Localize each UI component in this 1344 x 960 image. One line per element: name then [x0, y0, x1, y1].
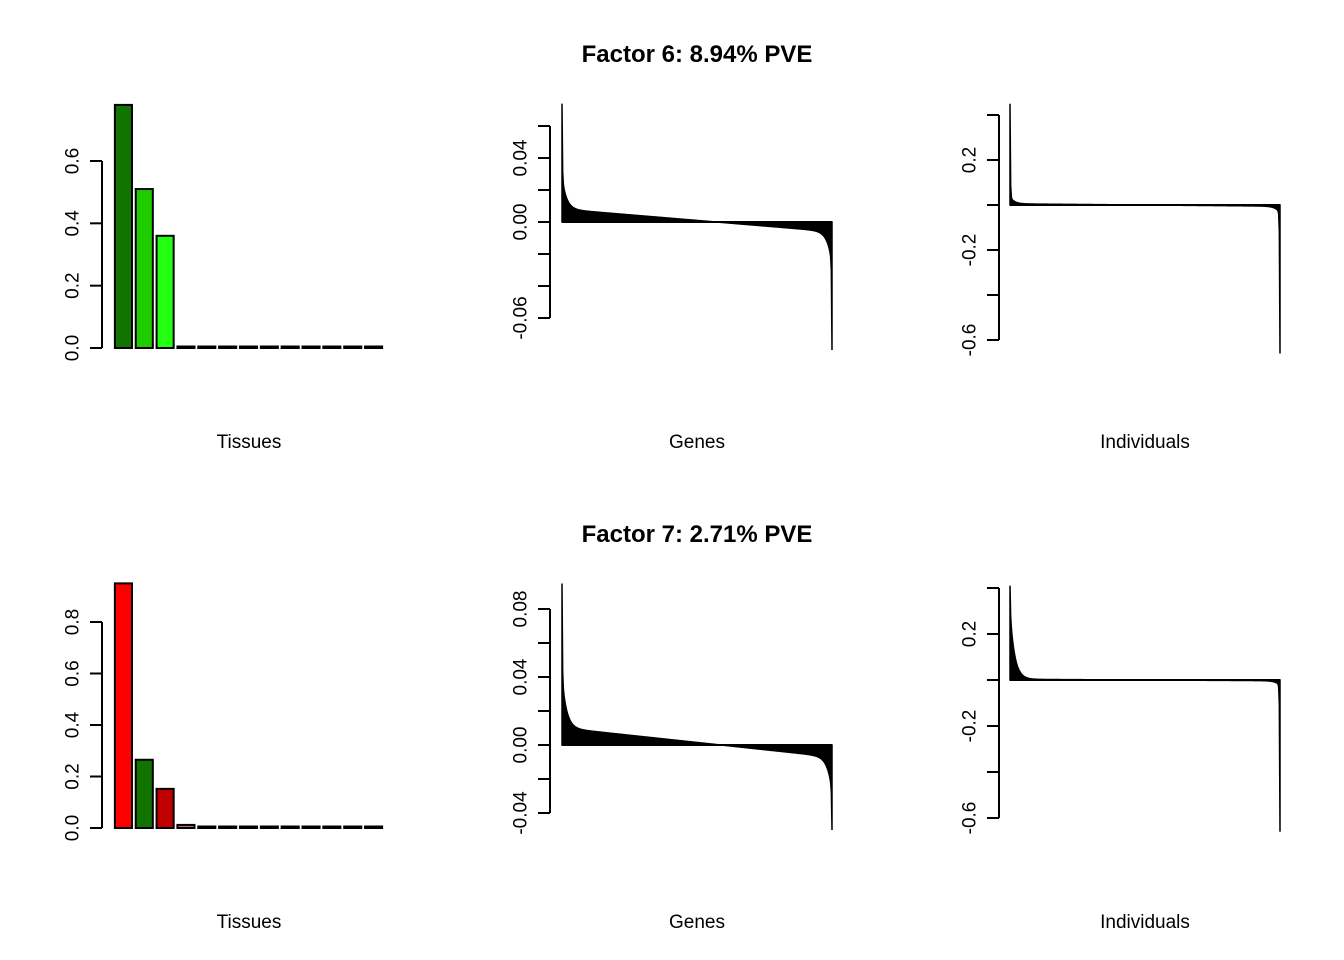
y-tick-label-r1-c0-1: 0.2 — [63, 763, 84, 789]
y-tick-label-r0-c0-1: 0.2 — [63, 272, 84, 298]
bar-r0-0 — [113, 103, 133, 350]
row-title-factor-6: Factor 6: 8.94% PVE — [582, 41, 813, 68]
y-tick-label-r0-c1-3: 0.00 — [511, 204, 532, 241]
y-tick-label-r1-c1-0: -0.04 — [511, 791, 532, 835]
xlabel-tissues-row1: Tissues — [217, 432, 282, 453]
y-tick-label-r1-c1-4: 0.04 — [511, 658, 532, 695]
y-tick-label-r0-c0-3: 0.6 — [63, 148, 84, 174]
bar-r0-9 — [301, 345, 321, 349]
bar-r0-4 — [197, 345, 217, 349]
y-tick-label-r1-c0-2: 0.4 — [63, 711, 84, 738]
xlabel-individuals-row2: Individuals — [1100, 912, 1190, 933]
bar-r1-3 — [176, 823, 196, 829]
bar-r1-0 — [113, 582, 133, 829]
loading-area-r1-c2 — [1009, 585, 1281, 832]
y-tick-label-r1-c0-3: 0.6 — [63, 660, 84, 686]
bar-r0-10 — [322, 345, 342, 349]
xlabel-tissues-row2: Tissues — [217, 912, 282, 933]
bar-r1-12 — [364, 825, 384, 829]
y-tick-label-r1-c2-2: -0.2 — [960, 710, 981, 743]
bar-r1-7 — [259, 825, 279, 829]
xlabel-individuals-row1: Individuals — [1100, 432, 1190, 453]
bar-r0-2 — [155, 234, 175, 349]
bar-r0-1 — [134, 188, 154, 349]
bar-r1-1 — [134, 758, 154, 830]
y-tick-label-r0-c2-4: 0.2 — [960, 147, 981, 173]
bar-r0-8 — [280, 345, 300, 349]
bar-r1-2 — [155, 787, 175, 829]
bar-r1-5 — [218, 825, 238, 829]
y-tick-label-r0-c1-5: 0.04 — [511, 139, 532, 176]
loading-area-r0-c1 — [561, 103, 833, 351]
y-tick-label-r0-c2-2: -0.2 — [960, 234, 981, 267]
y-tick-label-r0-c1-0: -0.06 — [511, 296, 532, 339]
y-tick-label-r0-c0-2: 0.4 — [63, 210, 84, 237]
bar-r0-5 — [218, 345, 238, 349]
bar-r1-4 — [197, 825, 217, 829]
xlabel-genes-row1: Genes — [669, 432, 725, 453]
bar-r1-9 — [301, 825, 321, 829]
y-tick-label-r1-c2-4: 0.2 — [960, 621, 981, 647]
y-tick-label-r1-c1-6: 0.08 — [511, 591, 532, 628]
bar-r0-6 — [238, 345, 259, 349]
y-tick-label-r1-c1-2: 0.00 — [511, 727, 532, 764]
row-title-factor-7: Factor 7: 2.71% PVE — [582, 521, 813, 548]
bar-r1-8 — [280, 825, 300, 829]
xlabel-genes-row2: Genes — [669, 912, 725, 933]
y-tick-label-r0-c0-0: 0.0 — [63, 335, 84, 361]
bar-r0-7 — [259, 345, 279, 349]
chart-marks: 0.00.20.40.6-0.060.000.04-0.6-0.20.20.00… — [63, 103, 1281, 841]
y-tick-label-r1-c0-0: 0.0 — [63, 815, 84, 841]
bar-r0-11 — [343, 345, 363, 349]
loading-area-r0-c2 — [1009, 103, 1281, 354]
bar-r0-3 — [176, 345, 196, 349]
y-tick-label-r0-c2-0: -0.6 — [960, 324, 981, 357]
loading-area-r1-c1 — [561, 583, 833, 831]
bar-r1-10 — [322, 825, 342, 829]
bar-r1-6 — [238, 825, 259, 829]
y-tick-label-r1-c0-4: 0.8 — [63, 609, 84, 635]
y-tick-label-r1-c2-0: -0.6 — [960, 802, 981, 835]
bar-r1-11 — [343, 825, 363, 829]
bar-r0-12 — [364, 345, 384, 349]
